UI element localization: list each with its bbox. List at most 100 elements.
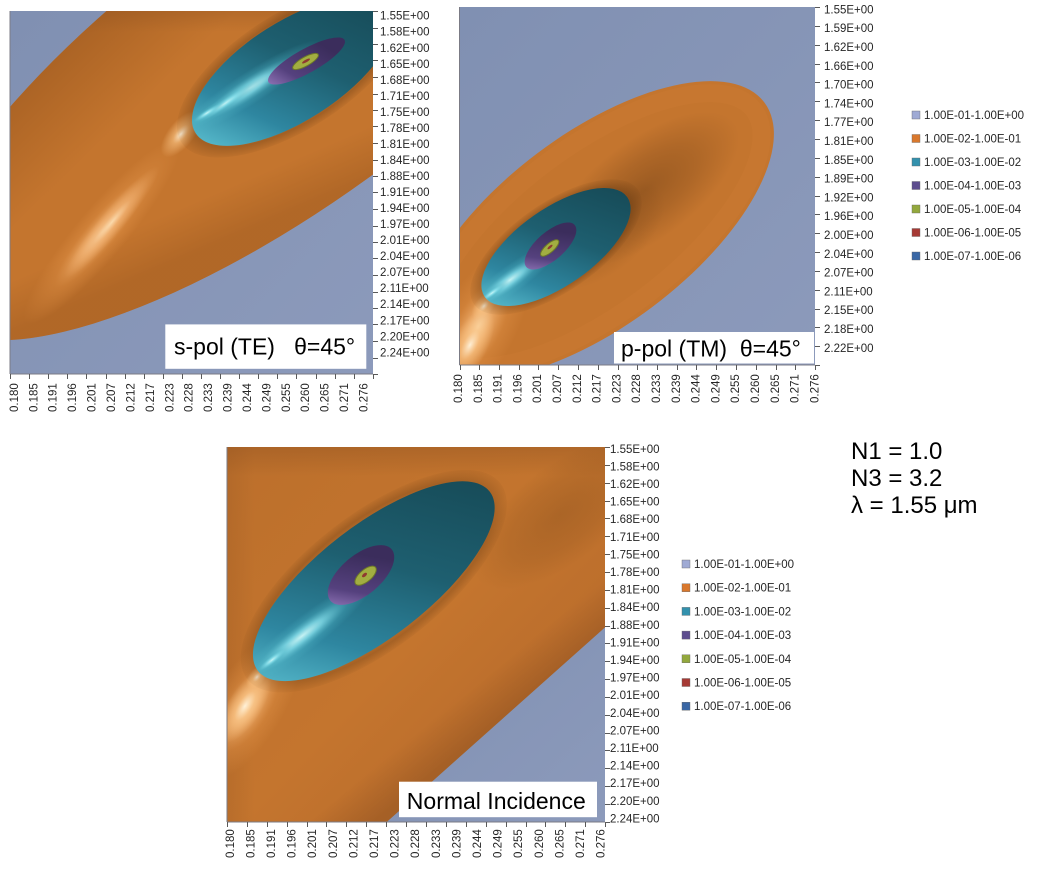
svg-text:0.228: 0.228 xyxy=(410,829,422,858)
svg-text:2.07E+00: 2.07E+00 xyxy=(610,725,660,737)
svg-text:1.00E-02-1.00E-01: 1.00E-02-1.00E-01 xyxy=(694,583,791,595)
svg-text:1.97E+00: 1.97E+00 xyxy=(610,673,660,685)
svg-text:1.00E-06-1.00E-05: 1.00E-06-1.00E-05 xyxy=(694,678,791,690)
svg-text:0.265: 0.265 xyxy=(320,383,332,412)
svg-text:1.84E+00: 1.84E+00 xyxy=(610,602,660,614)
svg-text:0.260: 0.260 xyxy=(534,829,546,858)
svg-text:0.260: 0.260 xyxy=(300,383,312,412)
svg-text:1.81E+00: 1.81E+00 xyxy=(380,139,430,151)
svg-text:1.00E-01-1.00E+00: 1.00E-01-1.00E+00 xyxy=(694,559,794,571)
svg-text:0.255: 0.255 xyxy=(513,829,525,858)
svg-text:0.265: 0.265 xyxy=(554,829,566,858)
svg-text:1.66E+00: 1.66E+00 xyxy=(824,61,874,73)
svg-text:2.17E+00: 2.17E+00 xyxy=(380,315,430,327)
svg-text:0.276: 0.276 xyxy=(596,829,608,858)
svg-text:0.249: 0.249 xyxy=(493,829,505,858)
svg-text:2.04E+00: 2.04E+00 xyxy=(824,249,874,261)
svg-text:1.00E-05-1.00E-04: 1.00E-05-1.00E-04 xyxy=(924,204,1022,216)
svg-text:0.207: 0.207 xyxy=(328,829,340,858)
svg-text:0.233: 0.233 xyxy=(651,374,663,403)
svg-text:2.07E+00: 2.07E+00 xyxy=(824,268,874,280)
svg-text:1.78E+00: 1.78E+00 xyxy=(380,123,430,135)
svg-text:2.01E+00: 2.01E+00 xyxy=(610,690,660,702)
svg-text:0.191: 0.191 xyxy=(493,374,505,403)
svg-text:1.75E+00: 1.75E+00 xyxy=(380,107,430,119)
svg-text:0.249: 0.249 xyxy=(710,374,722,403)
svg-text:2.15E+00: 2.15E+00 xyxy=(824,305,874,317)
svg-text:1.88E+00: 1.88E+00 xyxy=(380,171,430,183)
svg-text:0.207: 0.207 xyxy=(552,374,564,403)
svg-text:1.00E-04-1.00E-03: 1.00E-04-1.00E-03 xyxy=(924,181,1021,193)
svg-text:0.271: 0.271 xyxy=(575,829,587,858)
svg-text:1.62E+00: 1.62E+00 xyxy=(380,43,430,55)
svg-text:1.91E+00: 1.91E+00 xyxy=(610,637,660,649)
svg-text:N3 = 3.2: N3 = 3.2 xyxy=(851,465,942,492)
svg-text:0.233: 0.233 xyxy=(431,829,443,858)
svg-text:2.14E+00: 2.14E+00 xyxy=(610,761,660,773)
svg-text:0.217: 0.217 xyxy=(369,829,381,858)
svg-text:0.185: 0.185 xyxy=(473,374,485,403)
svg-text:0.228: 0.228 xyxy=(184,383,196,412)
svg-text:2.01E+00: 2.01E+00 xyxy=(380,235,430,247)
svg-text:1.94E+00: 1.94E+00 xyxy=(610,655,660,667)
svg-text:0.223: 0.223 xyxy=(611,374,623,403)
svg-text:0.276: 0.276 xyxy=(359,383,371,412)
svg-text:1.00E-02-1.00E-01: 1.00E-02-1.00E-01 xyxy=(924,134,1021,146)
svg-text:1.78E+00: 1.78E+00 xyxy=(610,567,660,579)
svg-text:1.71E+00: 1.71E+00 xyxy=(610,532,660,544)
svg-text:0.244: 0.244 xyxy=(691,374,703,403)
svg-text:2.24E+00: 2.24E+00 xyxy=(610,813,660,825)
svg-text:0.196: 0.196 xyxy=(287,829,299,858)
svg-text:1.00E-04-1.00E-03: 1.00E-04-1.00E-03 xyxy=(694,630,791,642)
svg-text:0.196: 0.196 xyxy=(512,374,524,403)
svg-text:1.88E+00: 1.88E+00 xyxy=(610,620,660,632)
svg-text:0.271: 0.271 xyxy=(339,383,351,412)
svg-text:1.00E-05-1.00E-04: 1.00E-05-1.00E-04 xyxy=(694,654,792,666)
svg-text:2.07E+00: 2.07E+00 xyxy=(380,267,430,279)
svg-text:1.58E+00: 1.58E+00 xyxy=(610,461,660,473)
svg-text:1.70E+00: 1.70E+00 xyxy=(824,80,874,92)
svg-text:0.207: 0.207 xyxy=(106,383,118,412)
svg-text:0.180: 0.180 xyxy=(225,829,237,858)
svg-text:1.65E+00: 1.65E+00 xyxy=(610,497,660,509)
svg-text:2.20E+00: 2.20E+00 xyxy=(610,796,660,808)
svg-text:1.96E+00: 1.96E+00 xyxy=(824,211,874,223)
svg-text:1.81E+00: 1.81E+00 xyxy=(610,585,660,597)
svg-text:0.201: 0.201 xyxy=(532,374,544,403)
svg-text:Normal Incidence: Normal Incidence xyxy=(407,788,586,814)
svg-text:2.20E+00: 2.20E+00 xyxy=(380,331,430,343)
svg-text:1.75E+00: 1.75E+00 xyxy=(610,549,660,561)
svg-text:1.00E-06-1.00E-05: 1.00E-06-1.00E-05 xyxy=(924,228,1021,240)
svg-text:2.11E+00: 2.11E+00 xyxy=(824,286,873,298)
svg-text:0.223: 0.223 xyxy=(390,829,402,858)
svg-text:0.255: 0.255 xyxy=(281,383,293,412)
svg-text:1.00E-03-1.00E-02: 1.00E-03-1.00E-02 xyxy=(694,606,791,618)
svg-text:0.180: 0.180 xyxy=(453,374,465,403)
svg-text:2.11E+00: 2.11E+00 xyxy=(380,283,429,295)
svg-text:0.265: 0.265 xyxy=(770,374,782,403)
svg-text:2.04E+00: 2.04E+00 xyxy=(380,251,430,263)
svg-text:1.91E+00: 1.91E+00 xyxy=(380,187,430,199)
svg-text:0.185: 0.185 xyxy=(28,383,40,412)
svg-text:0.201: 0.201 xyxy=(307,829,319,858)
svg-text:1.68E+00: 1.68E+00 xyxy=(610,514,660,526)
svg-text:2.14E+00: 2.14E+00 xyxy=(380,299,430,311)
svg-text:2.24E+00: 2.24E+00 xyxy=(380,347,430,359)
svg-text:0.217: 0.217 xyxy=(145,383,157,412)
svg-text:0.191: 0.191 xyxy=(266,829,278,858)
svg-text:0.217: 0.217 xyxy=(592,374,604,403)
svg-text:2.18E+00: 2.18E+00 xyxy=(824,324,874,336)
svg-text:1.62E+00: 1.62E+00 xyxy=(824,42,874,54)
svg-text:1.94E+00: 1.94E+00 xyxy=(380,203,430,215)
svg-text:0.276: 0.276 xyxy=(809,374,821,403)
svg-text:0.212: 0.212 xyxy=(572,374,584,403)
svg-text:0.180: 0.180 xyxy=(9,383,21,412)
svg-text:1.58E+00: 1.58E+00 xyxy=(380,27,430,39)
svg-text:2.17E+00: 2.17E+00 xyxy=(610,778,660,790)
svg-text:0.233: 0.233 xyxy=(203,383,215,412)
svg-text:1.89E+00: 1.89E+00 xyxy=(824,174,874,186)
svg-text:1.55E+00: 1.55E+00 xyxy=(610,444,660,456)
svg-text:2.11E+00: 2.11E+00 xyxy=(610,743,659,755)
svg-text:1.85E+00: 1.85E+00 xyxy=(824,155,874,167)
svg-text:2.00E+00: 2.00E+00 xyxy=(824,230,874,242)
